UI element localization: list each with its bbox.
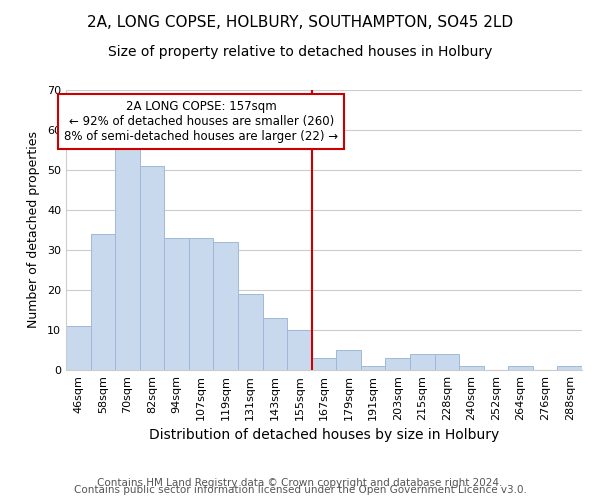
Bar bbox=[312, 358, 336, 370]
Y-axis label: Number of detached properties: Number of detached properties bbox=[27, 132, 40, 328]
Bar bbox=[459, 366, 484, 370]
Text: 2A, LONG COPSE, HOLBURY, SOUTHAMPTON, SO45 2LD: 2A, LONG COPSE, HOLBURY, SOUTHAMPTON, SO… bbox=[87, 15, 513, 30]
Bar bbox=[189, 238, 214, 370]
Text: 2A LONG COPSE: 157sqm
← 92% of detached houses are smaller (260)
8% of semi-deta: 2A LONG COPSE: 157sqm ← 92% of detached … bbox=[64, 100, 338, 143]
Bar bbox=[385, 358, 410, 370]
Bar bbox=[434, 354, 459, 370]
Text: Contains HM Land Registry data © Crown copyright and database right 2024.: Contains HM Land Registry data © Crown c… bbox=[97, 478, 503, 488]
X-axis label: Distribution of detached houses by size in Holbury: Distribution of detached houses by size … bbox=[149, 428, 499, 442]
Bar bbox=[361, 366, 385, 370]
Bar bbox=[238, 294, 263, 370]
Bar bbox=[164, 238, 189, 370]
Bar bbox=[557, 366, 582, 370]
Bar bbox=[287, 330, 312, 370]
Bar bbox=[336, 350, 361, 370]
Bar bbox=[115, 142, 140, 370]
Bar bbox=[410, 354, 434, 370]
Bar bbox=[91, 234, 115, 370]
Bar bbox=[140, 166, 164, 370]
Bar bbox=[66, 326, 91, 370]
Bar bbox=[263, 318, 287, 370]
Text: Contains public sector information licensed under the Open Government Licence v3: Contains public sector information licen… bbox=[74, 485, 526, 495]
Text: Size of property relative to detached houses in Holbury: Size of property relative to detached ho… bbox=[108, 45, 492, 59]
Bar bbox=[508, 366, 533, 370]
Bar bbox=[214, 242, 238, 370]
